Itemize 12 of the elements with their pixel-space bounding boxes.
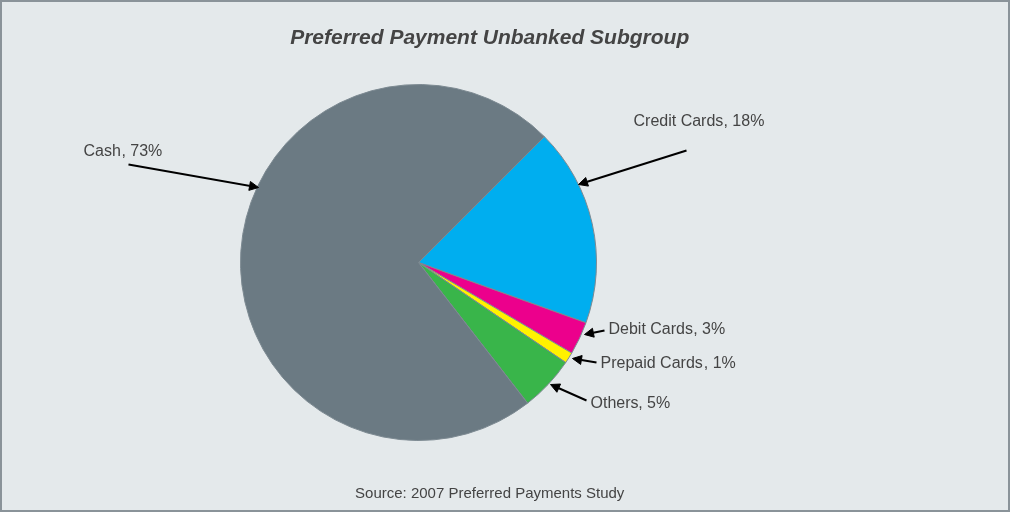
slice-label: Others <box>590 394 639 411</box>
slice-label: Debit Cards <box>608 320 693 337</box>
data-label: , 5% <box>638 394 671 411</box>
source-note: Source: 2007 Preferred Payments Study <box>355 484 625 501</box>
data-label: , 73% <box>121 142 163 159</box>
slice-label: Prepaid Cards <box>600 354 703 371</box>
slice-label: Credit Cards <box>633 112 724 129</box>
data-label: , 18% <box>723 112 765 129</box>
slice-label: Cash <box>83 142 121 159</box>
chart-title: Preferred Payment Unbanked Subgroup <box>290 25 690 48</box>
data-label: , 1% <box>703 354 736 371</box>
data-label: , 3% <box>693 320 726 337</box>
